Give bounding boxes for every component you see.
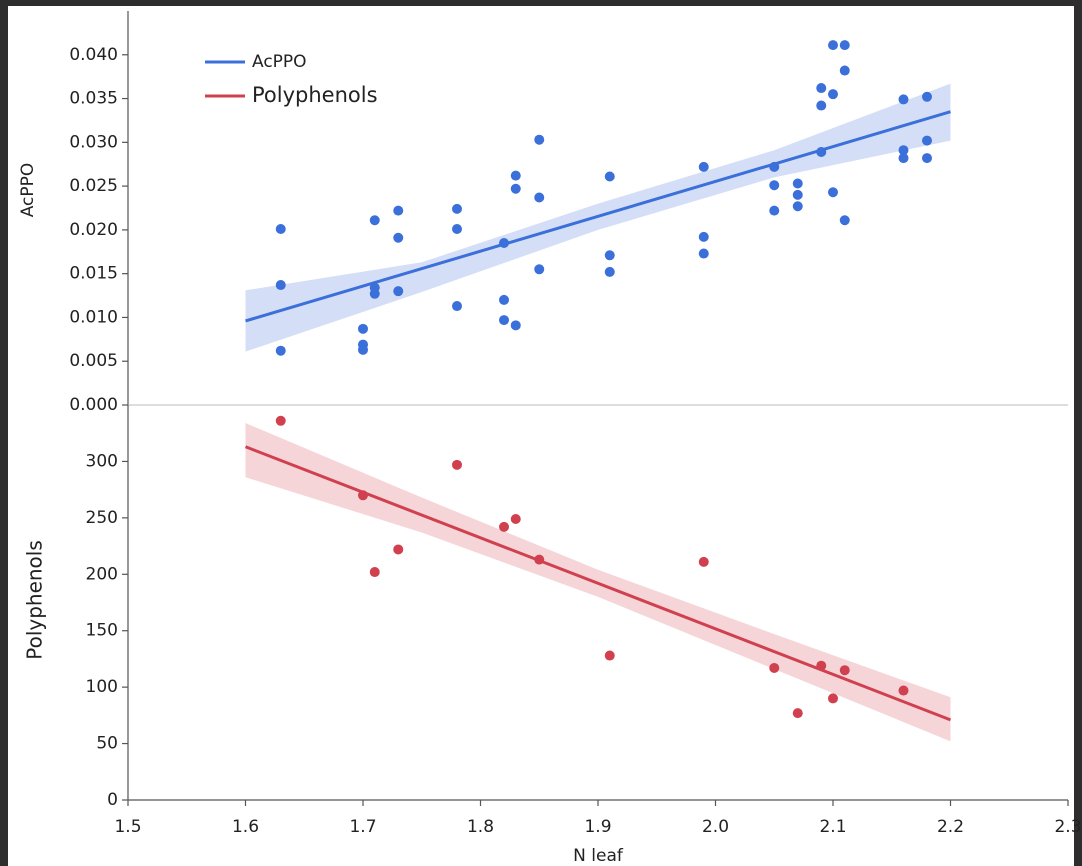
- y-tick-label: 0.000: [69, 395, 118, 415]
- data-point: [816, 146, 827, 157]
- y-tick-label: 0.005: [69, 351, 118, 371]
- y-axis-label: AcPPO: [18, 163, 38, 218]
- data-point: [816, 660, 827, 671]
- x-tick-label: 1.5: [114, 817, 141, 837]
- data-point: [499, 521, 509, 532]
- data-point: [792, 201, 803, 212]
- data-point: [922, 135, 932, 146]
- data-point: [393, 544, 404, 555]
- y-tick-label: 0.015: [69, 264, 118, 284]
- data-point: [828, 89, 838, 100]
- data-point: [898, 685, 909, 696]
- data-point: [369, 288, 380, 299]
- data-point: [452, 203, 462, 214]
- data-point: [604, 250, 615, 261]
- chart-background: [8, 6, 1074, 866]
- data-point: [792, 708, 803, 719]
- data-point: [510, 183, 521, 194]
- data-point: [534, 192, 545, 203]
- data-point: [922, 91, 932, 102]
- data-point: [698, 556, 709, 567]
- data-point: [698, 248, 709, 259]
- data-point: [452, 301, 462, 312]
- data-point: [275, 345, 286, 356]
- data-point: [510, 170, 521, 181]
- data-point: [369, 215, 380, 226]
- x-tick-label: 2.3: [1054, 817, 1081, 837]
- data-point: [499, 294, 509, 305]
- data-point: [534, 134, 545, 145]
- y-tick-label: 0.035: [69, 89, 118, 109]
- data-point: [534, 264, 545, 275]
- data-point: [839, 215, 850, 226]
- data-point: [393, 205, 404, 216]
- data-point: [828, 40, 838, 51]
- data-point: [358, 323, 368, 334]
- data-point: [698, 231, 709, 242]
- y-tick-label: 100: [86, 677, 118, 697]
- data-point: [698, 161, 709, 172]
- x-tick-label: 2.2: [937, 817, 964, 837]
- y-tick-label: 150: [86, 621, 118, 641]
- y-axis-label: Polyphenols: [23, 540, 47, 660]
- data-point: [792, 189, 803, 200]
- data-point: [452, 224, 462, 235]
- y-tick-label: 50: [96, 734, 118, 754]
- data-point: [393, 286, 404, 297]
- data-point: [839, 665, 850, 676]
- data-point: [839, 65, 850, 76]
- y-tick-label: 0.040: [69, 45, 118, 65]
- y-tick-label: 200: [86, 564, 118, 584]
- legend-label: AcPPO: [252, 52, 307, 72]
- data-point: [604, 266, 615, 277]
- data-point: [499, 315, 509, 326]
- x-tick-label: 2.1: [819, 817, 846, 837]
- data-point: [922, 153, 932, 164]
- data-point: [828, 187, 838, 198]
- data-point: [898, 94, 909, 105]
- data-point: [769, 161, 780, 172]
- data-point: [534, 554, 545, 565]
- data-point: [275, 280, 286, 291]
- data-point: [828, 693, 838, 704]
- y-tick-label: 0: [107, 790, 118, 810]
- y-tick-label: 0.030: [69, 132, 118, 152]
- data-point: [604, 171, 615, 182]
- data-point: [499, 238, 509, 249]
- data-point: [816, 100, 827, 111]
- x-tick-label: 1.6: [232, 817, 259, 837]
- data-point: [452, 459, 462, 470]
- x-axis-label: N leaf: [573, 846, 624, 866]
- data-point: [792, 178, 803, 189]
- data-point: [358, 490, 368, 501]
- y-tick-label: 250: [86, 508, 118, 528]
- data-point: [369, 567, 380, 578]
- data-point: [393, 232, 404, 243]
- data-point: [769, 180, 780, 191]
- x-tick-label: 1.7: [349, 817, 376, 837]
- x-tick-label: 2.0: [702, 817, 729, 837]
- data-point: [839, 40, 850, 51]
- data-point: [275, 224, 286, 235]
- legend-label: Polyphenols: [252, 83, 378, 107]
- data-point: [604, 650, 615, 661]
- data-point: [275, 415, 286, 426]
- y-tick-label: 0.025: [69, 176, 118, 196]
- y-tick-label: 0.010: [69, 307, 118, 327]
- y-tick-label: 300: [86, 451, 118, 471]
- y-tick-label: 0.020: [69, 220, 118, 240]
- x-tick-label: 1.8: [467, 817, 494, 837]
- fit-line: [245, 110, 951, 323]
- data-point: [769, 662, 780, 673]
- x-tick-label: 1.9: [584, 817, 611, 837]
- data-point: [358, 344, 368, 355]
- data-point: [510, 513, 521, 524]
- data-point: [898, 153, 909, 164]
- data-point: [816, 83, 827, 94]
- data-point: [769, 205, 780, 216]
- data-point: [898, 145, 909, 156]
- data-point: [510, 320, 521, 331]
